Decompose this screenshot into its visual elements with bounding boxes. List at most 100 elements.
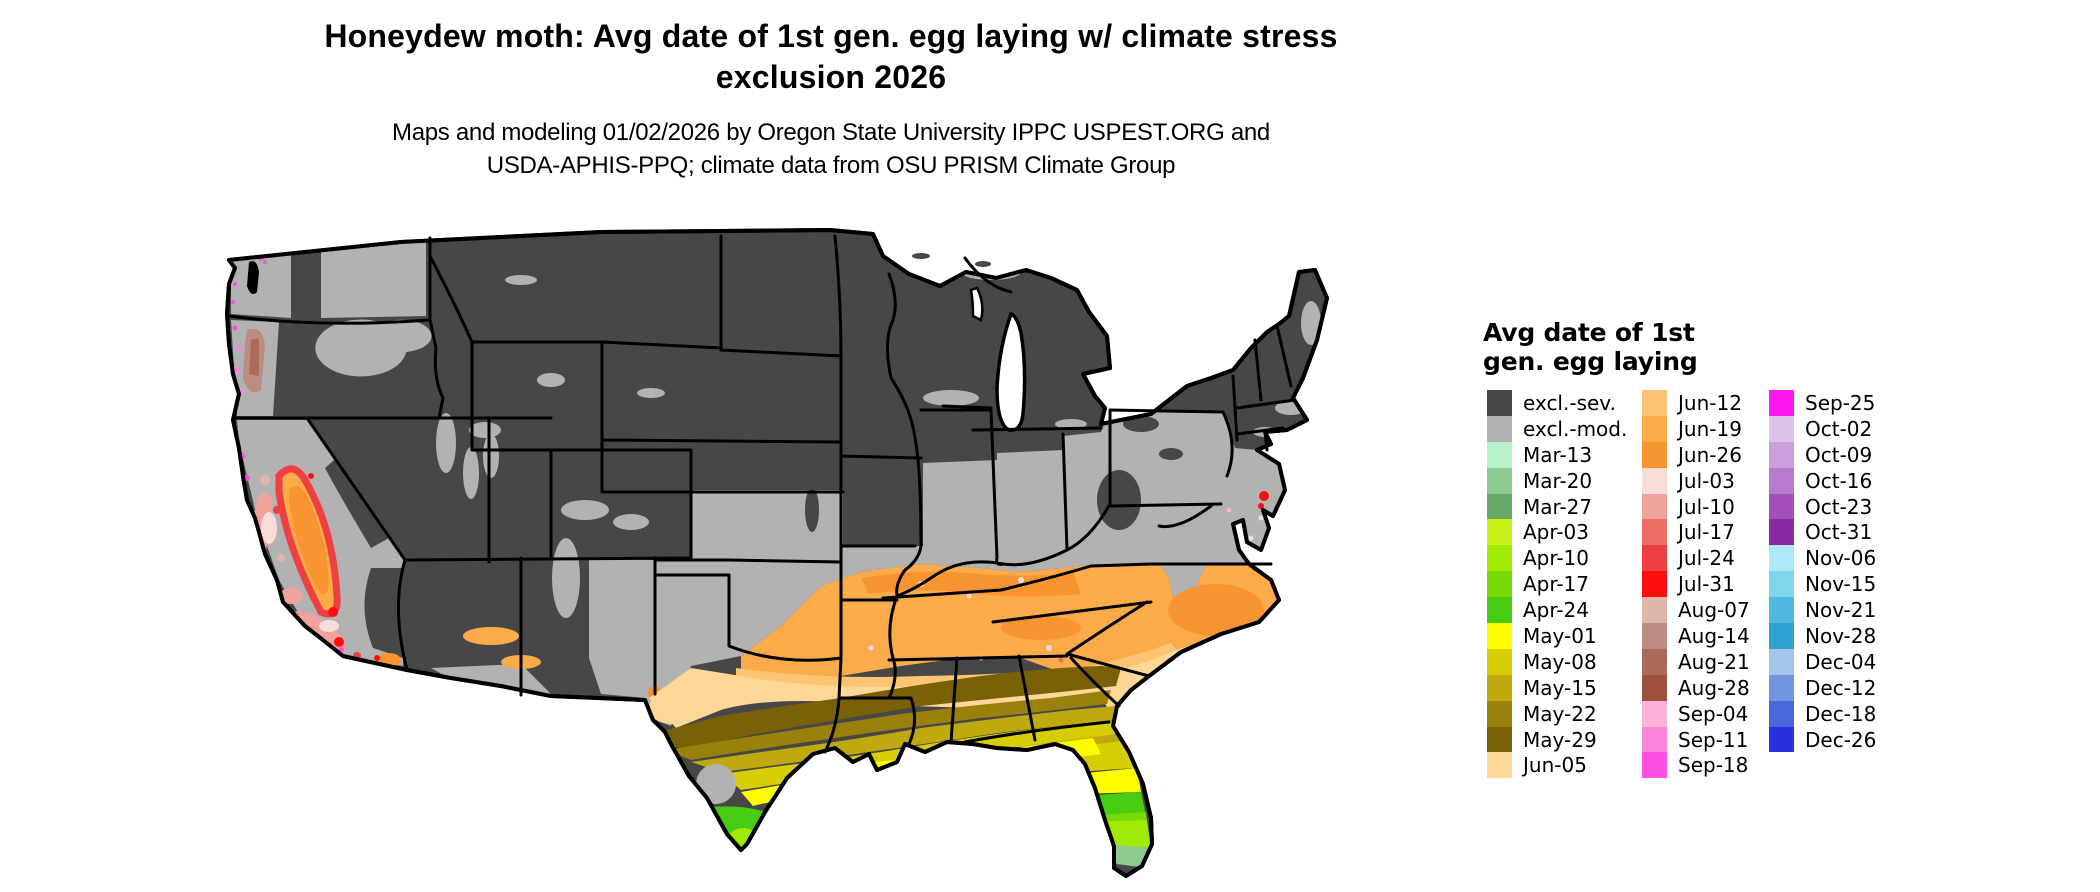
- legend-swatch: [1487, 390, 1512, 416]
- legend-item: Jun-05: [1487, 752, 1627, 779]
- legend-label: Jun-19: [1678, 416, 1742, 441]
- legend-swatch: [1642, 726, 1667, 753]
- legend-label: Aug-14: [1678, 623, 1750, 648]
- legend-items: excl.-sev. excl.-mod. Mar-13 Mar-20 Mar-27 Ap…: [1483, 390, 1963, 790]
- legend-swatch: [1769, 415, 1794, 442]
- legend-label: May-22: [1523, 701, 1597, 726]
- legend-swatch: [1487, 467, 1512, 494]
- chart-subtitle-line1: Maps and modeling 01/02/2026 by Oregon S…: [392, 119, 1270, 146]
- legend-swatch: [1642, 390, 1667, 416]
- legend-label: May-29: [1523, 727, 1597, 752]
- legend-swatch: [1769, 674, 1794, 701]
- legend-item: Jul-31: [1642, 571, 1750, 598]
- legend-item: May-15: [1487, 674, 1627, 701]
- legend-swatch: [1487, 674, 1512, 701]
- legend-item: Mar-13: [1487, 441, 1627, 468]
- legend-item: May-08: [1487, 648, 1627, 675]
- legend-swatch: [1769, 467, 1794, 494]
- legend-item: excl.-sev.: [1487, 390, 1627, 416]
- great-lakes: [912, 253, 1027, 432]
- legend-swatch: [1487, 700, 1512, 727]
- map-legend: Avg date of 1st gen. egg laying excl.-se…: [1483, 318, 1963, 790]
- legend-item: Nov-06: [1769, 545, 1877, 572]
- legend-item: Nov-28: [1769, 623, 1876, 649]
- legend-item: May-22: [1487, 700, 1627, 727]
- legend-label: Nov-06: [1805, 546, 1877, 571]
- chart-subtitle: Maps and modeling 01/02/2026 by Oregon S…: [221, 116, 1441, 182]
- legend-swatch: [1769, 726, 1794, 753]
- legend-item: Mar-27: [1487, 493, 1627, 520]
- legend-column: Jun-12 Jun-19 Jun-26 Jul-03 Jul-10 Jul-17 Jul-…: [1642, 390, 1750, 779]
- legend-item: Dec-12: [1769, 674, 1876, 701]
- legend-label: Aug-21: [1678, 649, 1750, 674]
- legend-item: Jul-24: [1642, 545, 1750, 572]
- legend-label: Oct-23: [1805, 494, 1873, 519]
- legend-label: Aug-07: [1678, 598, 1750, 623]
- legend-swatch: [1642, 674, 1667, 701]
- legend-label: Jun-12: [1678, 390, 1742, 415]
- legend-label: Nov-15: [1805, 572, 1877, 597]
- legend-item: Apr-10: [1487, 545, 1627, 572]
- legend-swatch: [1642, 415, 1667, 442]
- legend-swatch: [1642, 648, 1667, 675]
- legend-item: Nov-15: [1769, 571, 1877, 598]
- legend-label: Sep-25: [1805, 390, 1876, 415]
- legend-title-line2: gen. egg laying: [1483, 347, 1698, 376]
- legend-swatch: [1487, 493, 1512, 520]
- legend-item: Oct-31: [1769, 519, 1876, 546]
- legend-item: Sep-04: [1642, 700, 1750, 727]
- legend-item: Jul-17: [1642, 519, 1750, 546]
- legend-label: Oct-16: [1805, 468, 1873, 493]
- legend-item: Jun-26: [1642, 441, 1750, 468]
- legend-item: Jun-12: [1642, 390, 1750, 416]
- legend-swatch: [1642, 623, 1667, 649]
- legend-label: Sep-11: [1678, 727, 1749, 752]
- chart-subtitle-line2: USDA-APHIS-PPQ; climate data from OSU PR…: [486, 152, 1176, 179]
- legend-swatch: [1487, 752, 1512, 779]
- legend-swatch: [1769, 700, 1794, 727]
- chart-title-line1: Honeydew moth: Avg date of 1st gen. egg …: [324, 18, 1338, 54]
- us-map: [221, 228, 1427, 884]
- legend-swatch: [1642, 597, 1667, 624]
- legend-item: Dec-04: [1769, 648, 1876, 675]
- legend-label: excl.-sev.: [1523, 390, 1616, 415]
- legend-swatch: [1769, 571, 1794, 598]
- chart-title-line2: exclusion 2026: [715, 59, 947, 95]
- legend-swatch: [1769, 648, 1794, 675]
- legend-column: excl.-sev. excl.-mod. Mar-13 Mar-20 Mar-27 Ap…: [1487, 390, 1628, 779]
- legend-label: Oct-09: [1805, 442, 1873, 467]
- legend-item: Nov-21: [1769, 597, 1876, 624]
- legend-swatch: [1487, 441, 1512, 468]
- legend-label: Dec-26: [1805, 727, 1877, 752]
- legend-swatch: [1769, 597, 1794, 624]
- legend-label: excl.-mod.: [1523, 416, 1628, 441]
- legend-label: Apr-03: [1523, 520, 1589, 545]
- legend-swatch: [1642, 441, 1667, 468]
- legend-label: Oct-31: [1805, 520, 1873, 545]
- legend-label: Jul-24: [1678, 546, 1735, 571]
- legend-label: Dec-18: [1805, 701, 1877, 726]
- legend-item: Dec-18: [1769, 700, 1877, 727]
- legend-label: Jul-31: [1678, 572, 1735, 597]
- legend-label: Aug-28: [1678, 675, 1750, 700]
- legend-swatch: [1487, 545, 1512, 572]
- legend-item: Sep-25: [1769, 390, 1876, 416]
- legend-item: Apr-17: [1487, 571, 1627, 598]
- legend-label: Jun-26: [1678, 442, 1742, 467]
- legend-swatch: [1769, 493, 1794, 520]
- legend-label: May-01: [1523, 623, 1597, 648]
- legend-item: Oct-16: [1769, 467, 1876, 494]
- legend-swatch: [1769, 441, 1794, 468]
- legend-label: Jul-10: [1678, 494, 1735, 519]
- us-outline: [225, 228, 1329, 878]
- legend-label: Mar-27: [1523, 494, 1593, 519]
- legend-item: Jul-03: [1642, 467, 1750, 494]
- legend-item: Aug-07: [1642, 597, 1750, 624]
- legend-column: Sep-25 Oct-02 Oct-09 Oct-16 Oct-23 Oct-31 Nov-…: [1769, 390, 1877, 753]
- legend-item: excl.-mod.: [1487, 415, 1628, 442]
- legend-swatch: [1642, 467, 1667, 494]
- legend-item: Sep-11: [1642, 726, 1750, 753]
- legend-item: May-01: [1487, 623, 1627, 649]
- legend-item: Mar-20: [1487, 467, 1627, 494]
- legend-label: May-15: [1523, 675, 1597, 700]
